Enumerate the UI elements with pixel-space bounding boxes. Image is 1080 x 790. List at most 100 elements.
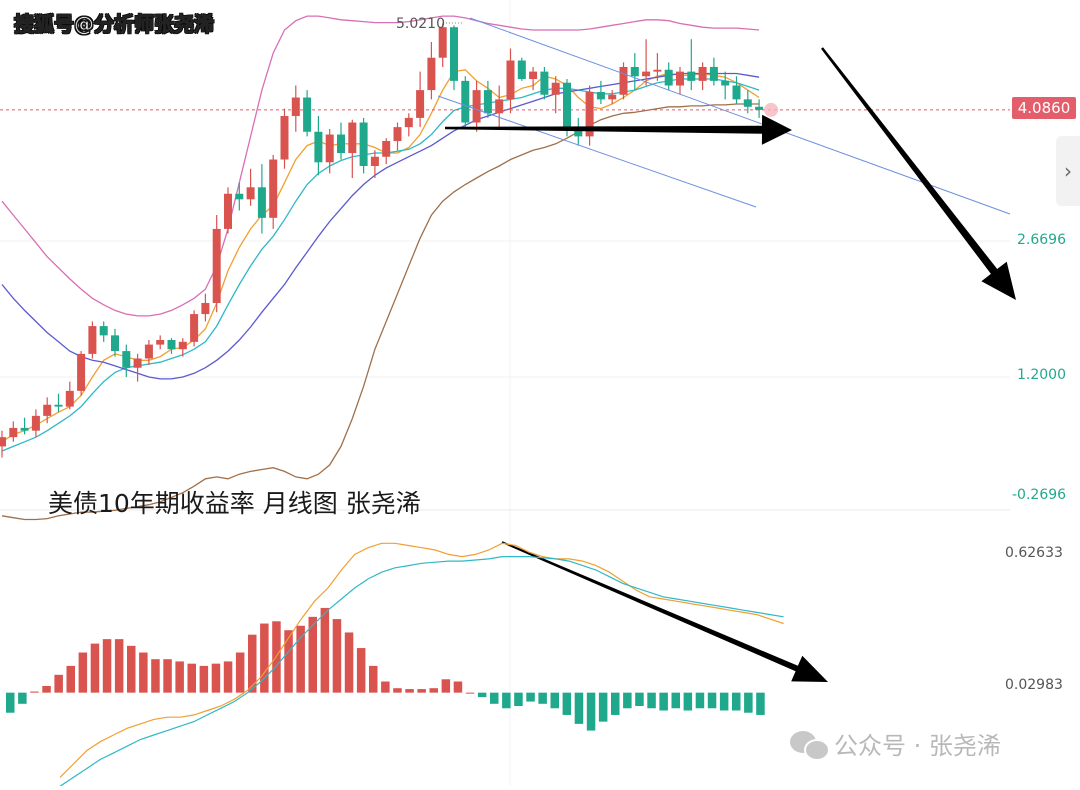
macd-line xyxy=(59,542,784,778)
macd-bar xyxy=(260,623,269,693)
watermark-bottom: 公众号 · 张尧浠 xyxy=(790,726,1001,761)
indicator-line xyxy=(1,15,760,317)
indicator-line xyxy=(1,103,760,521)
y-tick-label: 2.6696 xyxy=(1017,232,1066,248)
macd-bar xyxy=(744,692,753,713)
candle-body xyxy=(257,187,266,218)
candle-body xyxy=(43,404,52,416)
macd-bar xyxy=(562,692,572,715)
candle-body xyxy=(585,91,594,137)
candle-body xyxy=(65,390,74,407)
y-tick-label: 1.2000 xyxy=(1017,367,1066,383)
candle-body xyxy=(732,85,741,100)
candle-body xyxy=(212,228,221,303)
macd-bar xyxy=(695,692,705,709)
last-price-tag: 4.0860 xyxy=(1012,97,1076,119)
macd-bar xyxy=(223,661,233,693)
macd-bar xyxy=(441,679,451,693)
indicator-line xyxy=(1,69,760,443)
macd-bar xyxy=(30,691,39,693)
candle-body xyxy=(517,60,526,80)
candle-body xyxy=(122,351,131,368)
macd-bar xyxy=(66,665,75,693)
candle-body xyxy=(88,326,97,354)
candle-body xyxy=(642,71,651,77)
candle-body xyxy=(382,141,391,157)
candle-body xyxy=(359,122,368,167)
macd-bar xyxy=(732,692,741,711)
candle-body xyxy=(54,404,63,407)
candle-body xyxy=(687,71,696,81)
macd-bar xyxy=(635,692,644,707)
candle-body xyxy=(698,66,707,81)
macd-bar xyxy=(320,607,330,693)
watermark-bottom-text: 公众号 · 张尧浠 xyxy=(834,732,1001,760)
candle-body xyxy=(325,134,334,163)
indicator-line xyxy=(1,78,760,452)
macd-bar xyxy=(102,639,112,693)
macd-bar xyxy=(502,692,511,709)
macd-bar xyxy=(42,685,51,693)
watermark-top: 搜狐号@分析师张尧浠 xyxy=(14,12,215,37)
macd-bar xyxy=(296,625,305,693)
candle-body xyxy=(235,193,244,200)
macd-bar xyxy=(393,688,402,693)
candle-body xyxy=(167,339,176,350)
chart-title: 美债10年期收益率 月线图 张尧浠 xyxy=(48,489,421,518)
macd-bar xyxy=(211,663,221,693)
candle-body xyxy=(483,90,492,114)
wechat-icon xyxy=(790,729,830,761)
candle-body xyxy=(450,27,458,81)
macd-bar xyxy=(598,692,608,722)
candle-body xyxy=(676,71,684,86)
candle-body xyxy=(303,97,312,132)
macd-bar xyxy=(477,692,487,698)
candle-body xyxy=(291,97,300,117)
candle-body xyxy=(721,80,730,86)
arrow-down-right xyxy=(821,47,1016,300)
chevron-right-icon[interactable]: › xyxy=(1056,136,1080,206)
candle-body xyxy=(224,193,232,229)
macd-bar xyxy=(719,692,729,711)
channel-line xyxy=(437,95,757,208)
macd-bar xyxy=(163,659,172,693)
candle-body xyxy=(608,94,617,100)
macd-bar xyxy=(405,689,414,693)
macd-bar xyxy=(90,643,100,693)
macd-bar xyxy=(671,692,680,709)
arrow-horizontal xyxy=(445,114,792,145)
macd-bar xyxy=(284,630,293,693)
macd-bar xyxy=(550,692,559,709)
macd-bar xyxy=(623,692,632,709)
macd-bar xyxy=(54,674,63,693)
macd-bar xyxy=(175,661,184,693)
candle-body xyxy=(269,159,278,218)
candle-body xyxy=(529,71,538,80)
candle-body xyxy=(133,358,142,368)
candle-body xyxy=(20,427,29,431)
candle-body xyxy=(596,91,605,100)
candle-body xyxy=(404,117,413,128)
candle-body xyxy=(540,71,549,95)
candle-body xyxy=(111,335,119,352)
high-label: 5.0210 xyxy=(396,16,445,32)
candle-body xyxy=(438,27,447,58)
candle-body xyxy=(664,69,673,86)
candle-body xyxy=(630,66,639,77)
candle-body xyxy=(506,60,515,100)
macd-bar xyxy=(344,632,354,693)
macd-bar xyxy=(417,689,426,693)
macd-bar xyxy=(199,665,209,693)
macd-bar xyxy=(381,681,390,693)
candle-body xyxy=(314,131,323,163)
candle-body xyxy=(416,90,425,118)
macd-bar xyxy=(187,663,196,693)
macd-bar xyxy=(490,692,499,704)
candle-body xyxy=(156,339,165,345)
candle-body xyxy=(574,127,583,137)
candle-body xyxy=(246,187,255,200)
last-price-marker xyxy=(764,102,779,117)
candle-body xyxy=(551,82,560,95)
candle-body xyxy=(99,326,108,336)
